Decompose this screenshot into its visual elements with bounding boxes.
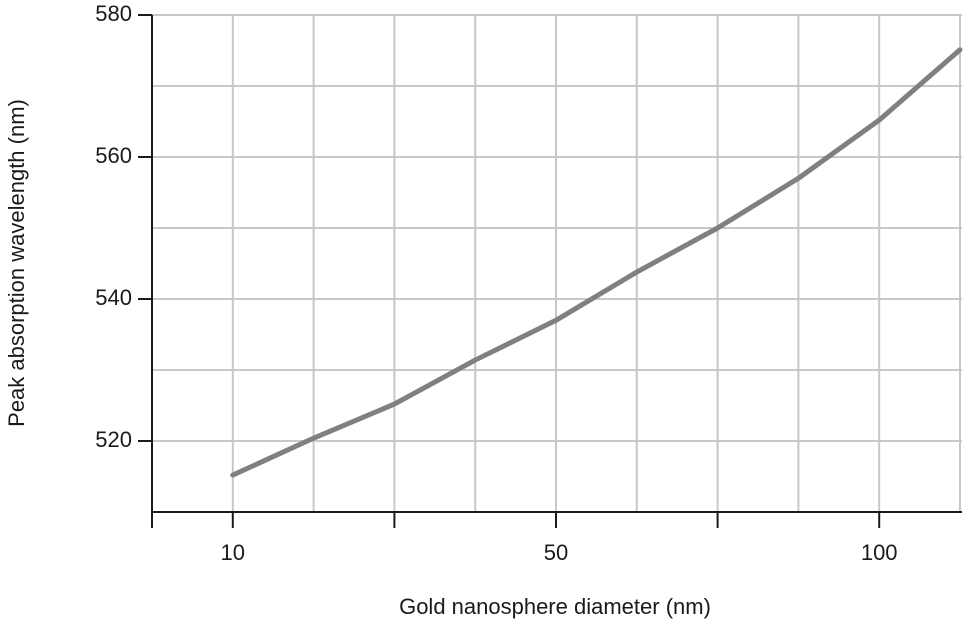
y-tick-label: 520 xyxy=(95,427,132,452)
x-axis-title: Gold nanosphere diameter (nm) xyxy=(399,594,711,619)
data-line xyxy=(230,47,963,478)
x-tick-label: 50 xyxy=(544,540,568,565)
y-tick-label: 560 xyxy=(95,143,132,168)
y-tick-label: 580 xyxy=(95,1,132,26)
x-tick-label: 10 xyxy=(221,540,245,565)
y-axis-title: Peak absorption wavelength (nm) xyxy=(4,99,29,427)
x-tick-label: 100 xyxy=(861,540,898,565)
y-tick-label: 540 xyxy=(95,285,132,310)
